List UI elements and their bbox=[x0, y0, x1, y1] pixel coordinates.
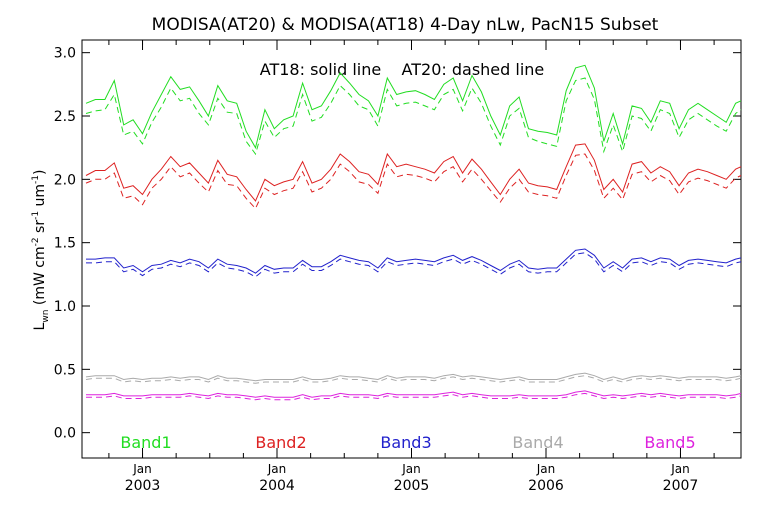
series-line-band3-at20 bbox=[86, 252, 742, 278]
x-tick-label-month: Jan bbox=[670, 462, 690, 476]
series-line-band4-at20 bbox=[85, 375, 742, 384]
y-axis-label-sub: wn bbox=[41, 310, 51, 323]
y-axis-label-exp1: -2 bbox=[31, 237, 41, 246]
series-line-band2-at18 bbox=[85, 143, 742, 202]
x-tick-label-year: 2007 bbox=[663, 478, 699, 494]
line-style-annotation: AT18: solid line AT20: dashed line bbox=[260, 60, 545, 79]
legend-label-band3: Band3 bbox=[380, 433, 431, 452]
x-tick-label-year: 2005 bbox=[394, 478, 430, 494]
x-tick-label-month: Jan bbox=[536, 462, 556, 476]
chart-title: MODISA(AT20) & MODISA(AT18) 4-Day nLw, P… bbox=[152, 15, 659, 35]
svg-text:Lwn (mW cm-2 sr-1 um-1): Lwn (mW cm-2 sr-1 um-1) bbox=[31, 170, 51, 331]
series-line-band4-at18 bbox=[85, 372, 742, 382]
y-axis-label-unit: (mW cm bbox=[32, 246, 48, 305]
series-line-band1-at20 bbox=[85, 77, 742, 156]
y-tick-label: 3.0 bbox=[54, 46, 76, 62]
x-tick-label-year: 2004 bbox=[259, 478, 295, 494]
series-line-band5-at20 bbox=[86, 392, 742, 401]
series-line-band2-at20 bbox=[85, 153, 742, 210]
y-axis-label: Lwn (mW cm-2 sr-1 um-1) bbox=[31, 170, 51, 331]
legend-label-band2: Band2 bbox=[255, 433, 306, 452]
x-tick-label-year: 2003 bbox=[125, 478, 161, 494]
plot-area: 0.0 0.5 1.0 1.5 2.0 2.5 3.0 Jan 2003 Jan 2004 Jan 20… bbox=[54, 39, 742, 494]
y-tick-label: 0.5 bbox=[54, 362, 76, 378]
x-tick-label-month: Jan bbox=[132, 462, 152, 476]
series-line-band1-at18 bbox=[85, 64, 742, 150]
series-line-band3-at18 bbox=[86, 248, 742, 274]
y-tick-label: 1.5 bbox=[54, 236, 76, 252]
y-tick-label: 1.0 bbox=[54, 299, 76, 315]
y-axis-label-um: um bbox=[32, 184, 48, 211]
legend-label-band1: Band1 bbox=[120, 433, 171, 452]
x-tick-label-month: Jan bbox=[401, 462, 421, 476]
x-tick-label-month: Jan bbox=[267, 462, 287, 476]
y-axis-label-exp3: -1 bbox=[31, 175, 41, 184]
y-axis-label-close: ) bbox=[32, 170, 48, 175]
y-tick-label: 2.0 bbox=[54, 172, 76, 188]
series-line-band5-at18 bbox=[86, 390, 742, 398]
y-axis-label-main: L bbox=[32, 322, 48, 330]
y-tick-label: 0.0 bbox=[54, 426, 76, 442]
y-axis-label-exp2: -1 bbox=[31, 211, 41, 220]
y-axis-label-sr: sr bbox=[32, 220, 48, 238]
y-tick-label: 2.5 bbox=[54, 109, 76, 125]
legend-label-band5: Band5 bbox=[644, 433, 695, 452]
x-tick-label-year: 2006 bbox=[528, 478, 564, 494]
legend-label-band4: Band4 bbox=[512, 433, 563, 452]
